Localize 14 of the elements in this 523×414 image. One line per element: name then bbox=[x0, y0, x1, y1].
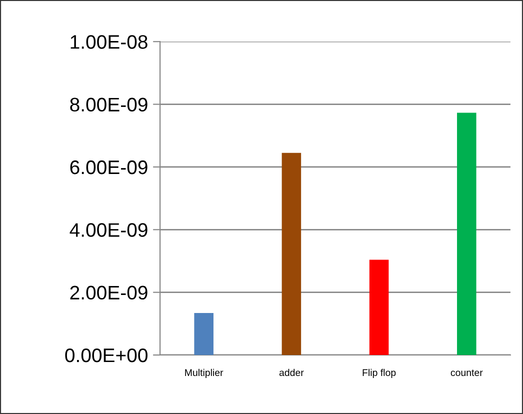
x-tick-label: adder bbox=[279, 368, 304, 376]
y-tick-label: 8.00E-09 bbox=[70, 98, 148, 112]
bar bbox=[282, 152, 302, 356]
x-tick-label: Multiplier bbox=[185, 368, 224, 378]
y-tick-label: 6.00E-09 bbox=[70, 160, 148, 174]
y-tick-label: 4.00E-09 bbox=[70, 223, 148, 237]
bar bbox=[369, 260, 389, 356]
x-tick-label: Flip flop bbox=[362, 368, 396, 378]
x-tick-label: counter bbox=[450, 370, 483, 376]
y-tick-label: 0.00E+00 bbox=[65, 348, 148, 362]
bar bbox=[194, 313, 214, 356]
y-tick-label: 1.00E-08 bbox=[70, 35, 148, 49]
y-tick-label: 2.00E-09 bbox=[70, 286, 148, 300]
bar bbox=[457, 112, 476, 356]
